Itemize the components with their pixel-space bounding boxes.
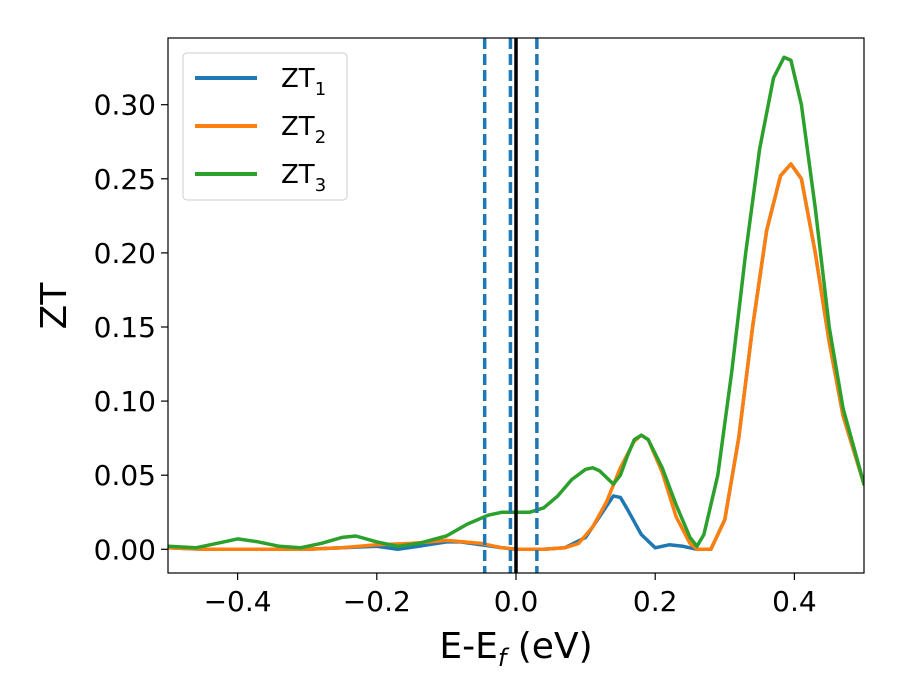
x-tick-label: 0.2 [633, 585, 678, 618]
y-tick-label: 0.05 [94, 459, 156, 492]
legend-box [182, 52, 348, 201]
x-axis-title-main: E-E [439, 626, 497, 667]
vertical-marker-lines [482, 38, 539, 573]
y-tick-label: 0.25 [94, 163, 156, 196]
x-tick-label: −0.2 [343, 585, 411, 618]
legend-label-zt3: ZT3 [281, 160, 326, 196]
legend-label-zt2: ZT2 [281, 112, 326, 148]
y-tick-label: 0.15 [94, 311, 156, 344]
x-axis-title-unit: (eV) [506, 626, 592, 667]
y-tick-label: 0.20 [94, 237, 156, 270]
y-tick-label: 0.10 [94, 385, 156, 418]
x-axis-title: E-Ef (eV) [439, 626, 592, 672]
y-axis-title: ZT [34, 282, 75, 330]
axis-ticks: −0.4 −0.2 0.0 0.2 0.4 0.00 0.05 0.10 0.15 0.20 0.2… [94, 37, 865, 618]
series-line-zt3 [168, 55, 864, 550]
series-lines [168, 55, 864, 552]
legend-label-zt1: ZT1 [281, 64, 326, 100]
y-tick-label: 0.00 [94, 533, 156, 566]
legend: ZT1 ZT2 ZT3 [182, 52, 348, 201]
x-tick-label: 0.0 [494, 585, 539, 618]
y-tick-label: 0.30 [94, 89, 156, 122]
x-tick-label: −0.4 [204, 585, 272, 618]
x-tick-label: 0.4 [772, 585, 817, 618]
